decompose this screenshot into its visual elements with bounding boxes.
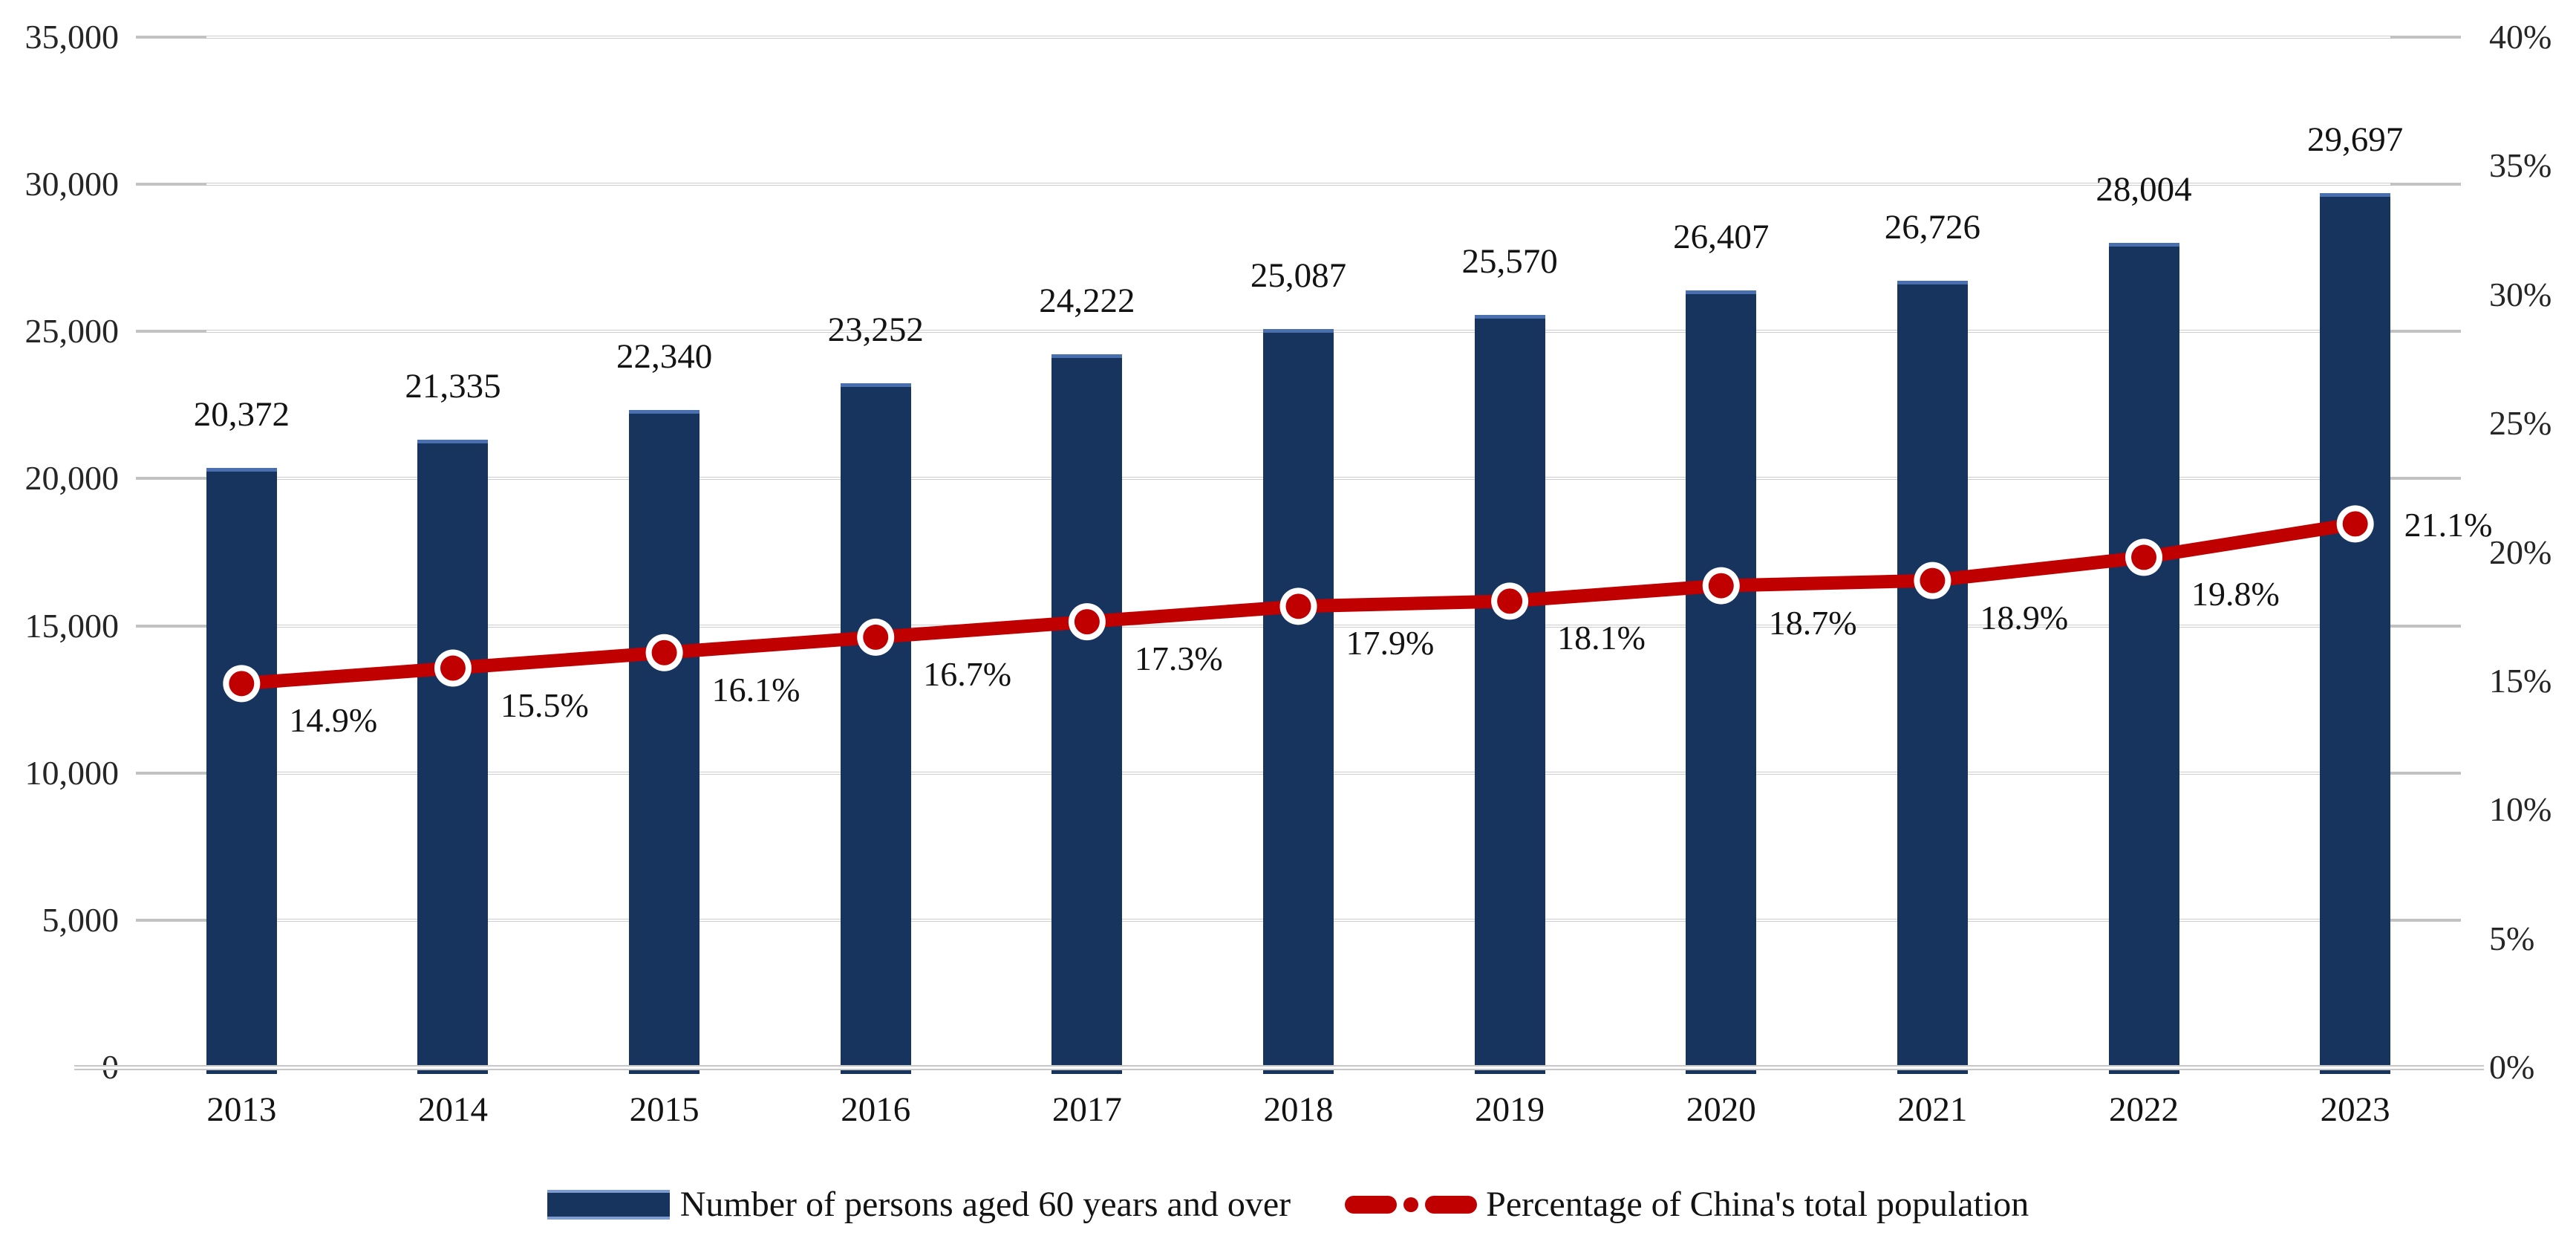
y-axis-tick-label-right: 25% xyxy=(2489,404,2552,443)
bar-2014 xyxy=(417,439,489,1074)
bar-2023 xyxy=(2320,193,2391,1074)
bar-2013 xyxy=(206,467,277,1074)
axis-tick-left xyxy=(136,183,206,186)
bar-value-label: 20,372 xyxy=(193,394,290,434)
x-axis-tick-label: 2015 xyxy=(629,1090,700,1129)
axis-tick-left xyxy=(136,477,206,481)
bar-2021 xyxy=(1897,280,1968,1074)
bar-2017 xyxy=(1051,354,1123,1074)
line-marker xyxy=(1074,609,1100,635)
y-axis-tick-label-right: 30% xyxy=(2489,275,2552,313)
x-axis-tick-label: 2021 xyxy=(1897,1090,1968,1129)
legend: Number of persons aged 60 years and over… xyxy=(0,1184,2576,1225)
line-marker xyxy=(651,639,677,665)
x-axis-tick-label: 2013 xyxy=(206,1090,277,1129)
y-axis-tick-label-left: 25,000 xyxy=(25,312,120,351)
line-marker xyxy=(863,624,889,650)
bar-2020 xyxy=(1686,290,1757,1074)
legend-label-bar-series: Number of persons aged 60 years and over xyxy=(679,1185,1291,1224)
bar-2019 xyxy=(1474,314,1545,1074)
bar-2022 xyxy=(2108,243,2179,1074)
axis-tick-left xyxy=(136,918,206,922)
bar-value-label: 26,726 xyxy=(1884,207,1981,247)
bar-value-label: 29,697 xyxy=(2307,120,2404,160)
y-axis-tick-label-left: 35,000 xyxy=(25,18,120,56)
line-point-label: 18.7% xyxy=(1768,603,1857,642)
legend-item-bar-series: Number of persons aged 60 years and over xyxy=(547,1184,1291,1225)
bar-value-label: 23,252 xyxy=(827,310,924,349)
y-axis-tick-label-right: 0% xyxy=(2489,1048,2535,1086)
line-marker xyxy=(2342,511,2368,537)
line-point-label: 21.1% xyxy=(2404,506,2493,544)
bar-value-label: 25,087 xyxy=(1250,255,1347,295)
bar-2015 xyxy=(629,409,700,1074)
bar-value-label: 25,570 xyxy=(1461,241,1558,281)
line-marker xyxy=(1497,588,1523,614)
line-point-label: 16.1% xyxy=(711,670,800,709)
y-axis-tick-label-right: 10% xyxy=(2489,790,2552,829)
x-axis-tick-label: 2020 xyxy=(1686,1090,1756,1129)
line-point-label: 17.9% xyxy=(1346,624,1435,663)
gridline xyxy=(136,183,2461,186)
bar-2018 xyxy=(1263,328,1334,1074)
line-marker xyxy=(440,655,466,681)
x-axis-tick-label: 2022 xyxy=(2109,1090,2179,1129)
gridline xyxy=(136,36,2461,39)
axis-tick-right xyxy=(2390,330,2461,333)
axis-tick-right xyxy=(2390,771,2461,775)
line-marker xyxy=(2131,544,2157,570)
axis-tick-right xyxy=(2390,918,2461,922)
x-axis-tick-label: 2019 xyxy=(1475,1090,1545,1129)
axis-tick-right xyxy=(2390,624,2461,628)
bar-value-label: 22,340 xyxy=(616,336,713,376)
x-axis-tick-label: 2018 xyxy=(1263,1090,1334,1129)
line-marker xyxy=(1285,593,1311,619)
line-point-label: 15.5% xyxy=(500,686,589,724)
y-axis-tick-label-left: 10,000 xyxy=(25,753,120,792)
y-axis-tick-label-right: 5% xyxy=(2489,919,2535,957)
legend-label-line-series: Percentage of China's total population xyxy=(1486,1185,2029,1224)
axis-tick-right xyxy=(2390,183,2461,186)
axis-tick-left xyxy=(136,36,206,39)
bar-value-label: 26,407 xyxy=(1673,217,1770,256)
y-axis-tick-label-left: 30,000 xyxy=(25,165,120,204)
line-point-label: 17.3% xyxy=(1134,639,1223,678)
y-axis-tick-label-left: 5,000 xyxy=(42,900,120,939)
x-axis-tick-label: 2023 xyxy=(2320,1090,2390,1129)
axis-tick-left xyxy=(136,771,206,775)
axis-tick-right xyxy=(2390,36,2461,39)
bar-value-label: 21,335 xyxy=(405,366,501,406)
y-axis-tick-label-right: 15% xyxy=(2489,661,2552,700)
line-point-label: 19.8% xyxy=(2191,575,2280,613)
axis-tick-right xyxy=(2390,477,2461,481)
y-axis-tick-label-left: 20,000 xyxy=(25,459,120,498)
x-axis-tick-label: 2016 xyxy=(841,1090,911,1129)
x-axis-tick-label: 2014 xyxy=(417,1090,488,1129)
line-series-dash-dot-icon xyxy=(1345,1195,1478,1214)
y-axis-tick-label-left: 15,000 xyxy=(25,606,120,645)
y-axis-tick-label-right: 40% xyxy=(2489,18,2552,56)
line-point-label: 16.7% xyxy=(923,654,1012,693)
x-axis-line xyxy=(74,1065,2484,1070)
line-point-label: 18.9% xyxy=(1980,598,2069,637)
line-point-label: 14.9% xyxy=(289,701,378,740)
axis-tick-left xyxy=(136,624,206,628)
line-marker xyxy=(1920,567,1946,593)
bar-value-label: 24,222 xyxy=(1039,281,1135,321)
y-axis-tick-label-right: 20% xyxy=(2489,533,2552,571)
line-marker xyxy=(1708,573,1734,599)
line-marker xyxy=(229,671,255,697)
axis-tick-left xyxy=(136,330,206,333)
line-point-label: 18.1% xyxy=(1557,619,1646,657)
x-axis-tick-label: 2017 xyxy=(1051,1090,1122,1129)
bar-value-label: 28,004 xyxy=(2096,170,2192,209)
bar-series-swatch-icon xyxy=(547,1189,670,1220)
y-axis-tick-label-right: 35% xyxy=(2489,146,2552,185)
legend-item-line-series: Percentage of China's total population xyxy=(1345,1184,2029,1225)
bar-2016 xyxy=(840,383,911,1074)
